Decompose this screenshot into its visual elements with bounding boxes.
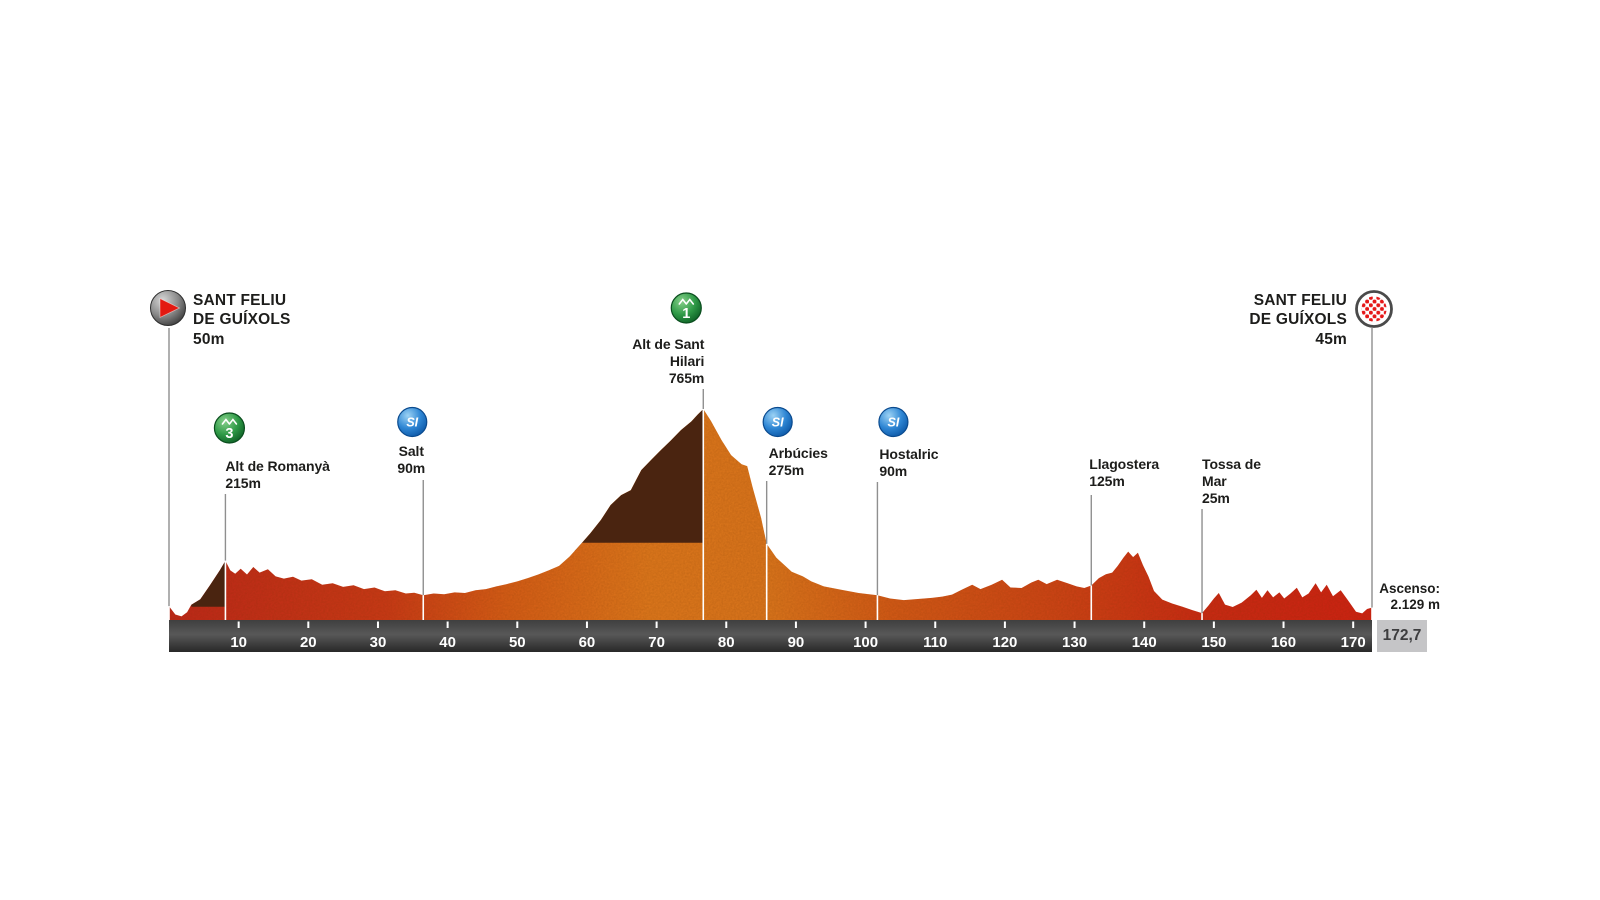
waypoint-elevation: 765m: [668, 370, 705, 386]
axis-tick-label: 160: [1271, 634, 1296, 651]
waypoint-elevation: 25m: [1202, 490, 1230, 506]
waypoint-label-llagostera: Llagostera 125m: [1089, 456, 1159, 490]
waypoint-elevation: 90m: [879, 463, 908, 479]
waypoint-label-salt: Salt 90m: [397, 443, 425, 477]
axis-tick-label: 10: [230, 634, 247, 651]
finish-label: SANT FELIU DE GUÍXOLS 45m: [1249, 292, 1347, 350]
svg-text:SI: SI: [888, 416, 900, 430]
waypoint-name-line: Hilari: [669, 353, 705, 369]
svg-text:3: 3: [225, 426, 233, 442]
ascent-value: 2.129 m: [1390, 596, 1440, 612]
axis-tick-label: 170: [1341, 634, 1366, 651]
total-distance-box: 172,7: [1377, 620, 1427, 652]
start-label: SANT FELIU DE GUÍXOLS 50m: [193, 292, 291, 350]
climb-shade: [191, 560, 226, 607]
waypoint-label-tossa-de-mar: Tossa de Mar 25m: [1202, 456, 1261, 507]
waypoint-name-line: Llagostera: [1089, 456, 1160, 472]
axis-tick-label: 140: [1132, 634, 1157, 651]
ascent-title: Ascenso:: [1379, 581, 1440, 596]
finish-icon: [1355, 290, 1393, 328]
icons-layer: 3 SI 1 SI SI: [150, 290, 1393, 444]
axis-tick-label: 100: [853, 634, 878, 651]
climb-shade: [574, 409, 704, 552]
axis-tick-label: 150: [1201, 634, 1226, 651]
start-city-line1: SANT FELIU: [193, 292, 287, 309]
axis-tick-label: 120: [992, 634, 1017, 651]
axis-tick-label: 20: [300, 634, 317, 651]
waypoint-elevation: 215m: [225, 475, 261, 491]
waypoint-elevation: 275m: [768, 462, 805, 478]
finish-elevation: 45m: [1315, 331, 1347, 348]
axis-tick-label: 80: [718, 634, 735, 651]
hostalric-sprint-icon: SI: [878, 406, 909, 438]
waypoint-label-arbucies: Arbúcies 275m: [769, 445, 828, 479]
waypoint-name-line: Hostalric: [879, 446, 939, 462]
total-distance-value: 172,7: [1382, 627, 1422, 644]
waypoint-marker-lines: [168, 328, 1373, 620]
finish-city-line1: SANT FELIU: [1253, 292, 1347, 309]
profile-area: [169, 409, 1372, 620]
axis-tick-label: 60: [579, 634, 596, 651]
waypoint-name-line: Alt de Sant: [632, 336, 705, 352]
start-icon: [150, 290, 186, 326]
waypoint-label-hostalric: Hostalric 90m: [879, 446, 938, 480]
waypoint-elevation: 90m: [397, 460, 426, 476]
waypoint-name-line: Mar: [1202, 473, 1227, 489]
waypoint-elevation: 125m: [1089, 473, 1125, 489]
distance-axis: 10 20 30 40 50 60 70 80 90 100 110 120 130 140 150 160 1…: [169, 620, 1372, 652]
svg-text:1: 1: [682, 306, 690, 322]
arbucies-sprint-icon: SI: [762, 406, 793, 438]
waypoint-name-line: Arbúcies: [768, 445, 828, 461]
start-city-line2: DE GUÍXOLS: [193, 310, 291, 328]
axis-tick-label: 30: [370, 634, 387, 651]
axis-tick-label: 90: [788, 634, 805, 651]
waypoint-label-alt-de-sant-hilari: Alt de Sant Hilari 765m: [632, 336, 704, 387]
axis-tick-label: 50: [509, 634, 526, 651]
waypoint-name-line: Alt de Romanyà: [225, 458, 330, 474]
waypoint-label-alt-de-romanya: Alt de Romanyà 215m: [225, 458, 330, 492]
axis-tick-label: 70: [648, 634, 665, 651]
axis-tick-label: 40: [439, 634, 456, 651]
svg-text:SI: SI: [406, 416, 418, 430]
alt-de-sant-hilari-category-icon: 1: [670, 292, 702, 324]
waypoint-name-line: Salt: [398, 443, 424, 459]
start-elevation: 50m: [193, 331, 225, 348]
alt-de-romanya-category-icon: 3: [213, 412, 246, 444]
waypoint-name-line: Tossa de: [1202, 456, 1261, 472]
axis-tick-label: 110: [923, 634, 947, 651]
salt-sprint-icon: SI: [397, 406, 428, 438]
ascent-label: Ascenso: 2.129 m: [1379, 581, 1440, 612]
axis-tick-label: 130: [1062, 634, 1087, 651]
finish-city-line2: DE GUÍXOLS: [1249, 310, 1347, 328]
profile-texture: [169, 409, 1372, 620]
svg-text:SI: SI: [772, 416, 784, 430]
